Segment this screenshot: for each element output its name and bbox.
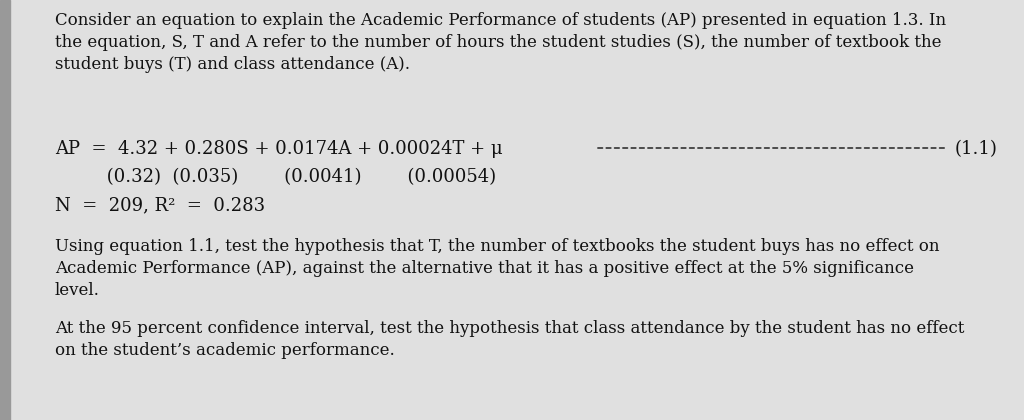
- Text: (1.1): (1.1): [955, 140, 997, 158]
- Bar: [0, 0, 10, 420]
- Text: Using equation 1.1, test the hypothesis that T, the number of textbooks the stud: Using equation 1.1, test the hypothesis …: [55, 238, 939, 299]
- Text: Consider an equation to explain the Academic Performance of students (AP) presen: Consider an equation to explain the Acad…: [55, 12, 946, 74]
- Text: N  =  209, R²  =  0.283: N = 209, R² = 0.283: [55, 196, 265, 214]
- Text: At the 95 percent confidence interval, test the hypothesis that class attendance: At the 95 percent confidence interval, t…: [55, 320, 965, 359]
- Text: (0.32)  (0.035)        (0.0041)        (0.00054): (0.32) (0.035) (0.0041) (0.00054): [55, 168, 496, 186]
- Text: AP  =  4.32 + 0.280S + 0.0174A + 0.00024T + μ: AP = 4.32 + 0.280S + 0.0174A + 0.00024T …: [55, 140, 503, 158]
